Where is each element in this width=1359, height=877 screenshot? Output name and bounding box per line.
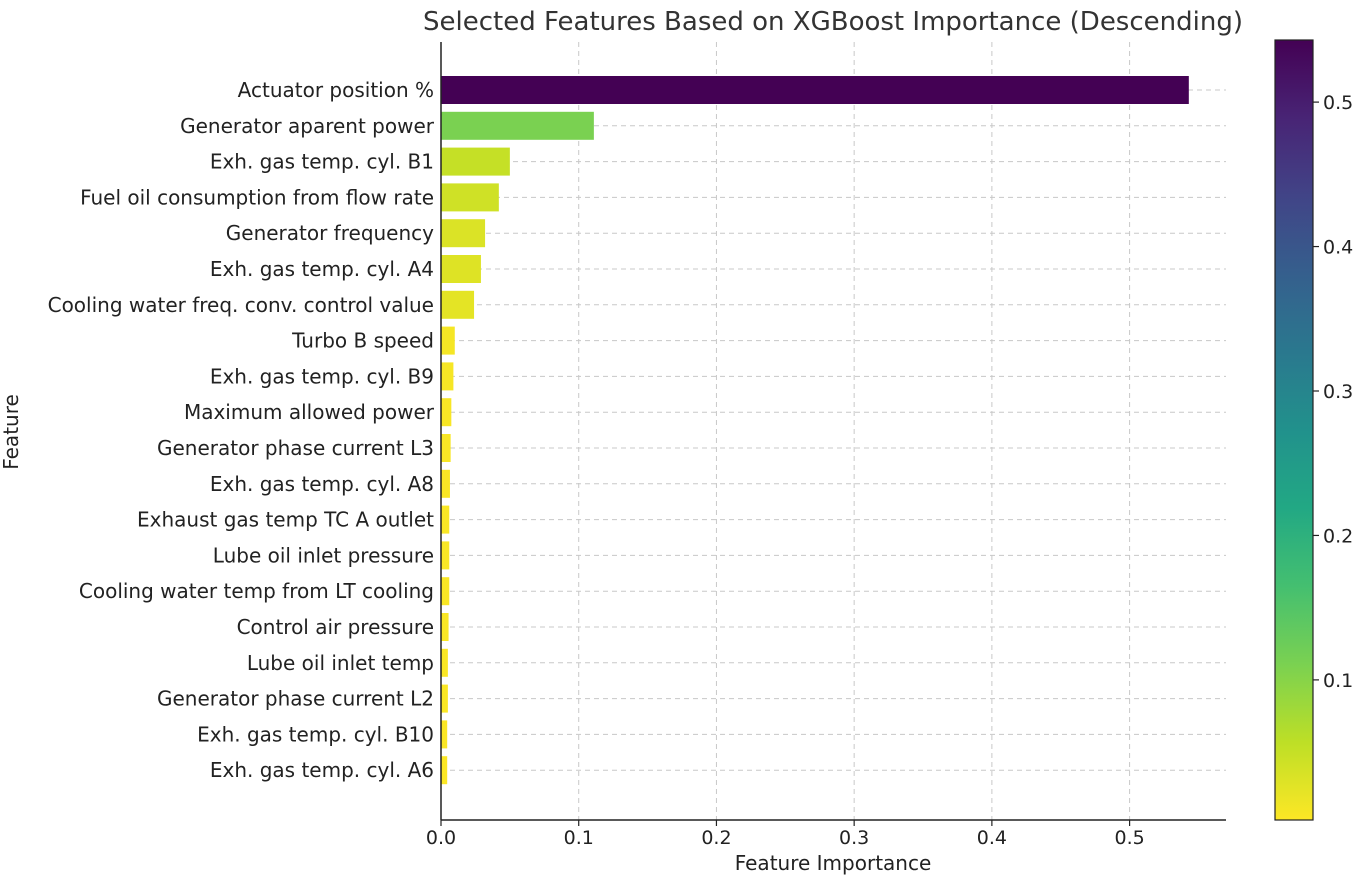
bar-0	[441, 76, 1189, 104]
x-tick-label-3: 0.3	[839, 827, 869, 849]
colorbar-tick-label-3: 0.4	[1323, 237, 1353, 259]
bar-13	[441, 541, 450, 570]
bar-2	[441, 147, 510, 176]
bar-19	[441, 756, 448, 785]
bar-4	[441, 219, 486, 248]
x-axis-label: Feature Importance	[735, 851, 932, 875]
bar-10	[441, 434, 451, 462]
colorbar-tick-label-2: 0.3	[1323, 381, 1353, 403]
category-label-17: Generator phase current L2	[157, 687, 434, 711]
bar-6	[441, 290, 475, 319]
category-label-6: Cooling water freq. conv. control value	[48, 293, 434, 317]
bars	[441, 76, 1189, 785]
bar-9	[441, 398, 452, 427]
grid	[440, 42, 1226, 820]
category-label-14: Cooling water temp from LT cooling	[79, 579, 434, 603]
bar-17	[441, 684, 448, 713]
x-tick-label-2: 0.2	[701, 827, 731, 849]
category-label-16: Lube oil inlet temp	[247, 651, 434, 675]
category-label-10: Generator phase current L3	[157, 436, 434, 460]
category-label-18: Exh. gas temp. cyl. B10	[197, 722, 434, 746]
bar-14	[441, 577, 450, 606]
colorbar	[1274, 39, 1314, 821]
category-label-3: Fuel oil consumption from flow rate	[80, 185, 434, 209]
category-label-13: Lube oil inlet pressure	[213, 543, 434, 567]
x-tick-label-4: 0.4	[977, 827, 1007, 849]
colorbar-tick-label-1: 0.2	[1323, 525, 1353, 547]
colorbar-tick-label-0: 0.1	[1323, 670, 1353, 692]
y-axis-label: Feature	[0, 394, 23, 470]
category-label-1: Generator aparent power	[180, 114, 435, 138]
category-label-15: Control air pressure	[237, 615, 434, 639]
category-label-5: Exh. gas temp. cyl. A4	[210, 257, 434, 281]
x-tick-label-1: 0.1	[564, 827, 594, 849]
bar-18	[441, 720, 448, 749]
bar-8	[441, 362, 454, 391]
axes	[440, 42, 1226, 821]
bar-7	[441, 326, 455, 355]
bar-12	[441, 505, 450, 534]
x-tick-label-0: 0.0	[426, 827, 456, 849]
bar-16	[441, 648, 448, 677]
category-labels: Actuator position % Generator aparent pow…	[48, 78, 435, 782]
bar-3	[441, 183, 499, 212]
chart-title: Selected Features Based on XGBoost Impor…	[423, 7, 1243, 37]
x-ticks: 0.0 0.1 0.2 0.3 0.4 0.5	[426, 820, 1145, 849]
category-label-9: Maximum allowed power	[184, 400, 435, 424]
colorbar-tick-label-4: 0.5	[1323, 92, 1353, 114]
bar-5	[441, 255, 481, 283]
category-label-7: Turbo B speed	[291, 329, 434, 353]
category-label-8: Exh. gas temp. cyl. B9	[210, 364, 434, 388]
category-label-12: Exhaust gas temp TC A outlet	[137, 508, 434, 532]
category-label-4: Generator frequency	[226, 221, 434, 245]
bar-15	[441, 613, 449, 641]
category-label-2: Exh. gas temp. cyl. B1	[210, 150, 434, 174]
category-label-0: Actuator position %	[238, 78, 434, 102]
bar-1	[441, 111, 594, 140]
colorbar-ticks: 0.1 0.2 0.3 0.4 0.5	[1313, 92, 1353, 692]
category-label-19: Exh. gas temp. cyl. A6	[210, 758, 434, 782]
category-label-11: Exh. gas temp. cyl. A8	[210, 472, 434, 496]
bar-11	[441, 469, 450, 498]
x-tick-label-5: 0.5	[1114, 827, 1144, 849]
